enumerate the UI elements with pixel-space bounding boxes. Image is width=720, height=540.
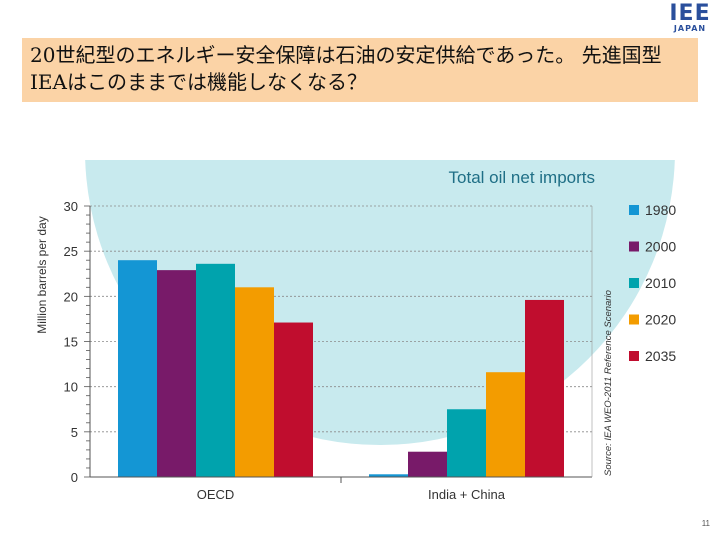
- bar: [408, 451, 447, 477]
- bar: [447, 409, 486, 477]
- legend-swatch: [629, 278, 639, 288]
- y-tick-label: 15: [64, 335, 78, 350]
- chart-title: Total oil net imports: [449, 168, 595, 187]
- bar: [274, 322, 313, 477]
- legend-swatch: [629, 205, 639, 215]
- legend-label: 1980: [645, 202, 676, 218]
- legend-label: 2010: [645, 275, 676, 291]
- y-tick-label: 20: [64, 289, 78, 304]
- bar: [525, 299, 564, 477]
- y-tick-label: 30: [64, 199, 78, 214]
- y-tick-label: 5: [71, 425, 78, 440]
- legend-label: 2020: [645, 312, 676, 328]
- bar: [196, 263, 235, 477]
- bar: [369, 474, 408, 477]
- y-tick-label: 25: [64, 244, 78, 259]
- page-number: 11: [701, 519, 710, 528]
- x-tick-label: OECD: [197, 487, 235, 502]
- source-note: Source: IEA WEO-2011 Reference Scenario: [603, 290, 614, 476]
- legend-swatch: [629, 241, 639, 252]
- y-axis-label: Million barrels per day: [35, 216, 49, 333]
- legend-swatch: [629, 351, 639, 361]
- bar: [486, 372, 525, 477]
- bar: [118, 260, 157, 477]
- legend-label: 2000: [645, 239, 676, 255]
- slide-headline: 20世紀型のエネルギー安全保障は石油の安定供給であった。 先進国型IEAはこのま…: [22, 38, 698, 102]
- x-tick-label: India + China: [428, 487, 506, 502]
- y-tick-label: 10: [64, 380, 78, 395]
- legend-swatch: [629, 314, 639, 325]
- y-tick-label: 0: [71, 470, 78, 485]
- bar: [235, 287, 274, 477]
- logo-subtext: JAPAN: [673, 24, 707, 33]
- legend-label: 2035: [645, 348, 676, 364]
- iee-japan-logo: IEE JAPAN: [668, 1, 712, 34]
- logo-text: IEE: [669, 1, 711, 26]
- bar: [157, 270, 196, 477]
